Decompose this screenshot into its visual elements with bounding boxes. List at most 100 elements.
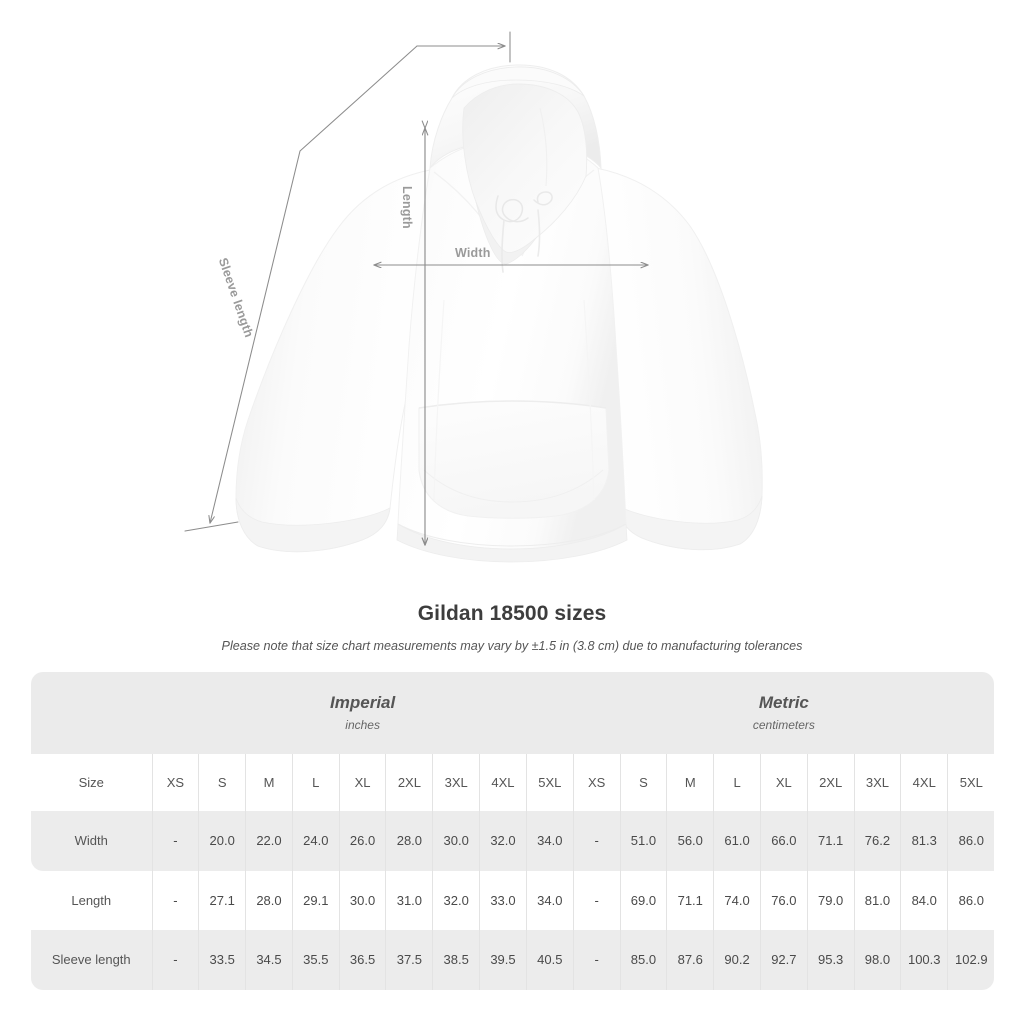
- cell: 39.5: [479, 930, 527, 990]
- cell: 79.0: [806, 870, 855, 930]
- sleeve-bottom-tick: [184, 521, 239, 532]
- cell: -: [151, 930, 199, 990]
- measurement-annotations: [184, 31, 648, 545]
- title-block: Gildan 18500 sizes Please note that size…: [0, 590, 1024, 653]
- cell: 84.0: [900, 870, 948, 930]
- garment-shape: [235, 64, 763, 563]
- cell: 38.5: [432, 930, 480, 990]
- cell: 74.0: [713, 870, 761, 930]
- cell: 56.0: [666, 811, 714, 871]
- cell: 76.2: [853, 811, 901, 871]
- cell: 24.0: [291, 811, 340, 871]
- cell: 29.1: [291, 870, 340, 930]
- unit-band-row: Imperial inches Metric centimeters: [31, 672, 995, 754]
- row-label-length: Length: [31, 870, 152, 930]
- cell: 98.0: [853, 930, 901, 990]
- table-row: Width - 20.0 22.0 24.0 26.0 28.0 30.0 32…: [31, 811, 995, 871]
- cell: 22.0: [245, 811, 293, 871]
- page-title: Gildan 18500 sizes: [417, 602, 607, 625]
- cell: -: [572, 811, 621, 871]
- cell: 30.0: [432, 811, 480, 871]
- header-size-metric-l: L: [713, 754, 761, 811]
- cell: 66.0: [759, 811, 808, 871]
- size-chart-table: Imperial inches Metric centimeters Size …: [31, 672, 995, 990]
- unit-group-imperial: Imperial inches: [152, 672, 574, 754]
- cell: -: [151, 870, 199, 930]
- cell: 30.0: [338, 870, 386, 930]
- cell: 86.0: [947, 811, 995, 871]
- cell: 34.5: [245, 930, 293, 990]
- cell: 95.3: [806, 930, 855, 990]
- cell: 100.3: [900, 930, 948, 990]
- cell: -: [151, 811, 199, 871]
- header-size-imperial-xl: XL: [338, 754, 386, 811]
- cell: 27.1: [198, 870, 246, 930]
- size-chart-container: Imperial inches Metric centimeters Size …: [31, 672, 995, 990]
- header-size-imperial-3xl: 3XL: [432, 754, 480, 811]
- cell: 92.7: [759, 930, 808, 990]
- header-size-metric-3xl: 3XL: [853, 754, 901, 811]
- table-row: Length - 27.1 28.0 29.1 30.0 31.0 32.0 3…: [31, 870, 995, 930]
- sleeve-length-line: [210, 45, 418, 523]
- cell: 28.0: [245, 870, 293, 930]
- cell: 86.0: [947, 870, 995, 930]
- cell: 102.9: [947, 930, 995, 990]
- unit-name-imperial: Imperial: [330, 692, 396, 712]
- cell: 76.0: [759, 870, 808, 930]
- header-size-imperial-5xl: 5XL: [525, 754, 574, 811]
- header-size-metric-s: S: [619, 754, 667, 811]
- header-size-imperial-4xl: 4XL: [479, 754, 527, 811]
- unit-band-spacer: [31, 672, 152, 754]
- width-annotation-label: Width: [455, 246, 491, 260]
- cell: 31.0: [385, 870, 433, 930]
- header-size-metric-2xl: 2XL: [806, 754, 855, 811]
- cell: 51.0: [619, 811, 667, 871]
- unit-name-metric: Metric: [758, 692, 809, 712]
- row-label-width: Width: [31, 811, 152, 871]
- cell: 71.1: [666, 870, 714, 930]
- cell: 40.5: [525, 930, 574, 990]
- row-label-sleeve-length: Sleeve length: [31, 930, 152, 990]
- cell: 33.5: [198, 930, 246, 990]
- cell: 33.0: [479, 870, 527, 930]
- cell: 81.3: [900, 811, 948, 871]
- cell: 61.0: [713, 811, 761, 871]
- cell: 36.5: [338, 930, 386, 990]
- hoodie-measurement-diagram: Length Width Sleeve length: [184, 31, 763, 563]
- header-size-metric-4xl: 4XL: [900, 754, 948, 811]
- cell: 34.0: [525, 870, 574, 930]
- cell: 81.0: [853, 870, 901, 930]
- cell: 37.5: [385, 930, 433, 990]
- header-size-metric-m: M: [666, 754, 714, 811]
- size-header-row: Size XS S M L XL 2XL 3XL 4XL 5XL XS S M …: [31, 754, 995, 811]
- cell: -: [572, 870, 621, 930]
- cell: 32.0: [432, 870, 480, 930]
- header-size-imperial-l: L: [291, 754, 340, 811]
- cell: 90.2: [713, 930, 761, 990]
- cell: 69.0: [619, 870, 667, 930]
- table-row: Sleeve length - 33.5 34.5 35.5 36.5 37.5…: [31, 930, 995, 990]
- header-size-metric-xs: XS: [572, 754, 621, 811]
- header-size-label: Size: [31, 754, 152, 811]
- header-size-imperial-2xl: 2XL: [385, 754, 433, 811]
- hoodie-illustration: [184, 31, 763, 563]
- cell: 85.0: [619, 930, 667, 990]
- cell: 87.6: [666, 930, 714, 990]
- cell: 28.0: [385, 811, 433, 871]
- unit-sub-metric: centimeters: [752, 718, 815, 733]
- unit-sub-imperial: inches: [345, 718, 380, 733]
- header-size-imperial-xs: XS: [151, 754, 199, 811]
- tolerance-note: Please note that size chart measurements…: [221, 639, 803, 653]
- header-size-imperial-m: M: [245, 754, 293, 811]
- header-size-imperial-s: S: [198, 754, 246, 811]
- cell: 26.0: [338, 811, 386, 871]
- cell: -: [572, 930, 621, 990]
- cell: 20.0: [198, 811, 246, 871]
- cell: 71.1: [806, 811, 855, 871]
- length-annotation-label: Length: [400, 186, 414, 229]
- header-size-metric-xl: XL: [759, 754, 808, 811]
- header-size-metric-5xl: 5XL: [947, 754, 995, 811]
- cell: 34.0: [525, 811, 574, 871]
- unit-group-metric: Metric centimeters: [573, 672, 995, 754]
- cell: 35.5: [291, 930, 340, 990]
